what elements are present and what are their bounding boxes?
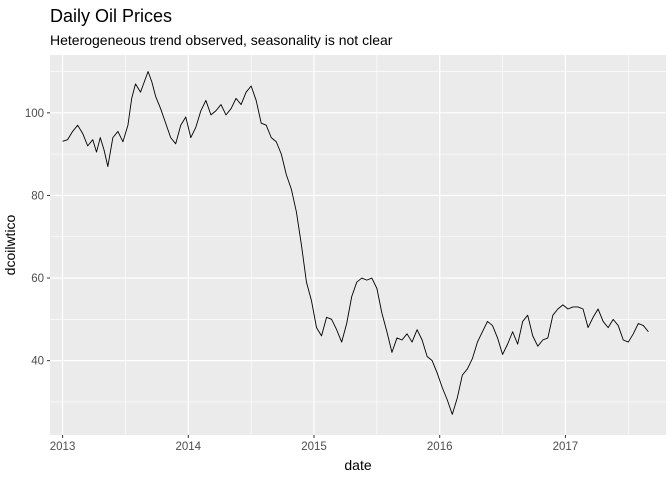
x-tick-label: 2016 [427, 441, 453, 453]
series-layer [62, 71, 649, 415]
grid-major [50, 55, 666, 435]
y-tick-label: 60 [31, 273, 44, 285]
series-line-dcoilwtico [62, 71, 649, 415]
x-axis: 2013 2014 2015 2016 2017 [50, 435, 578, 453]
grid-minor [50, 55, 666, 435]
x-tick-label: 2014 [175, 441, 201, 453]
y-axis-title: dcoilwtico [2, 214, 18, 275]
y-tick-label: 40 [31, 356, 44, 368]
x-tick-label: 2013 [50, 441, 76, 453]
plot-panel [50, 55, 666, 435]
chart-subtitle: Heterogeneous trend observed, seasonalit… [50, 32, 393, 48]
y-axis: 40 60 80 100 [25, 108, 50, 368]
chart-title: Daily Oil Prices [50, 6, 172, 26]
y-tick-label: 80 [31, 190, 44, 202]
x-tick-label: 2017 [553, 441, 579, 453]
x-axis-title: date [344, 457, 371, 473]
x-tick-label: 2015 [301, 441, 327, 453]
y-tick-label: 100 [25, 108, 44, 120]
